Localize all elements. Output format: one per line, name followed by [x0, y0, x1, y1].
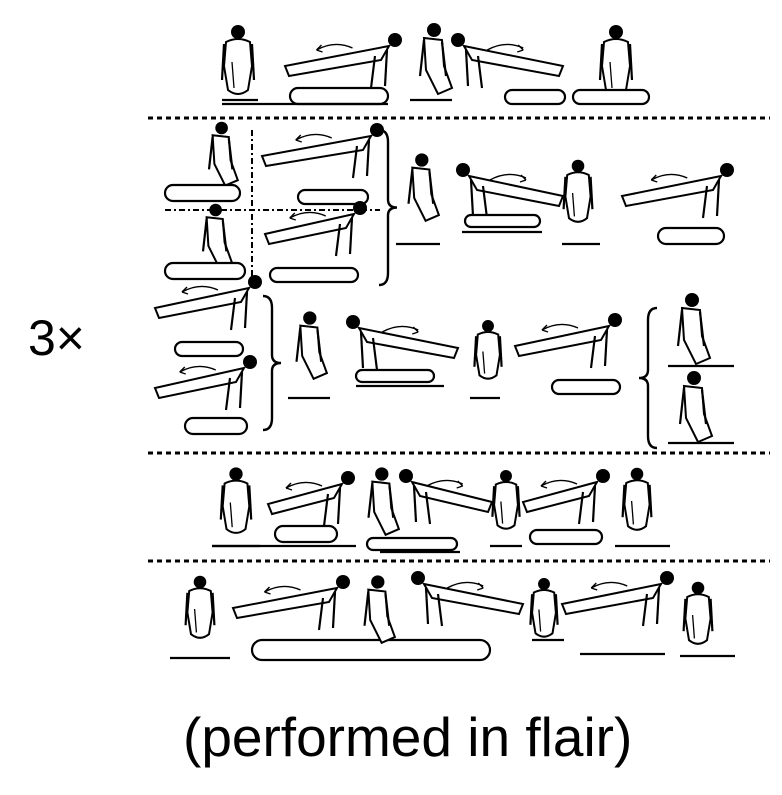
- pommel-horse: [296, 188, 370, 206]
- gymnast-figure: [456, 163, 565, 219]
- gymnast-figure: [263, 201, 367, 257]
- gymnast-figure: [266, 471, 355, 527]
- pommel-horse: [528, 528, 604, 546]
- gymnast-figure: [346, 315, 460, 371]
- gymnast-figure: [220, 25, 256, 95]
- repetition-label: 3×: [28, 310, 86, 366]
- gymnast-figure: [231, 575, 350, 631]
- pommel-horse: [571, 88, 651, 106]
- gymnast-figure: [184, 575, 216, 639]
- pommel-horse: [288, 86, 390, 106]
- gymnast-figure: [620, 163, 734, 219]
- gymnast-figure: [678, 371, 714, 444]
- brace: [378, 128, 398, 287]
- gymnast-figure: [219, 467, 253, 534]
- gymnast-figure: [682, 581, 714, 645]
- pommel-horse: [354, 368, 436, 384]
- gymnast-figure: [598, 25, 634, 95]
- gymnast-figure: [283, 33, 402, 89]
- brace: [638, 306, 658, 450]
- gymnast-figure: [560, 571, 674, 627]
- gymnast-figure: [407, 153, 441, 223]
- gymnast-figure: [411, 571, 525, 627]
- gymnast-figure: [521, 469, 610, 525]
- gymnast-figure: [260, 123, 384, 179]
- pommel-horse: [503, 88, 567, 106]
- gymnast-figure: [529, 578, 559, 638]
- gymnast-figure: [367, 467, 401, 537]
- pommel-horse: [268, 266, 360, 284]
- gymnast-figure: [153, 355, 257, 411]
- pommel-horse: [365, 536, 459, 552]
- gymnast-figure: [451, 33, 565, 89]
- gymnast-figure: [363, 575, 397, 645]
- gymnast-figure: [473, 320, 503, 380]
- gymnast-figure: [153, 275, 262, 331]
- gymnast-figure: [562, 159, 594, 223]
- pommel-horse: [550, 378, 622, 396]
- gymnast-figure: [676, 293, 712, 366]
- pommel-horse: [273, 524, 339, 544]
- pommel-horse: [163, 183, 242, 203]
- gymnast-figure: [491, 470, 521, 530]
- gymnast-figure: [621, 467, 653, 531]
- gymnast-figure: [399, 469, 494, 525]
- gymnast-figure: [295, 311, 329, 381]
- gymnast-figure: [513, 313, 622, 369]
- gymnast-figure: [201, 203, 234, 269]
- gymnast-figure: [207, 121, 240, 187]
- pommel-horse: [250, 638, 492, 662]
- pommel-horse: [173, 340, 245, 358]
- caption: (performed in flair): [183, 706, 633, 768]
- brace: [262, 294, 282, 432]
- pommel-horse: [163, 261, 247, 281]
- pommel-horse: [463, 213, 542, 229]
- pommel-horse: [183, 416, 249, 436]
- pommel-horse: [656, 226, 726, 246]
- gymnast-figure: [418, 23, 454, 96]
